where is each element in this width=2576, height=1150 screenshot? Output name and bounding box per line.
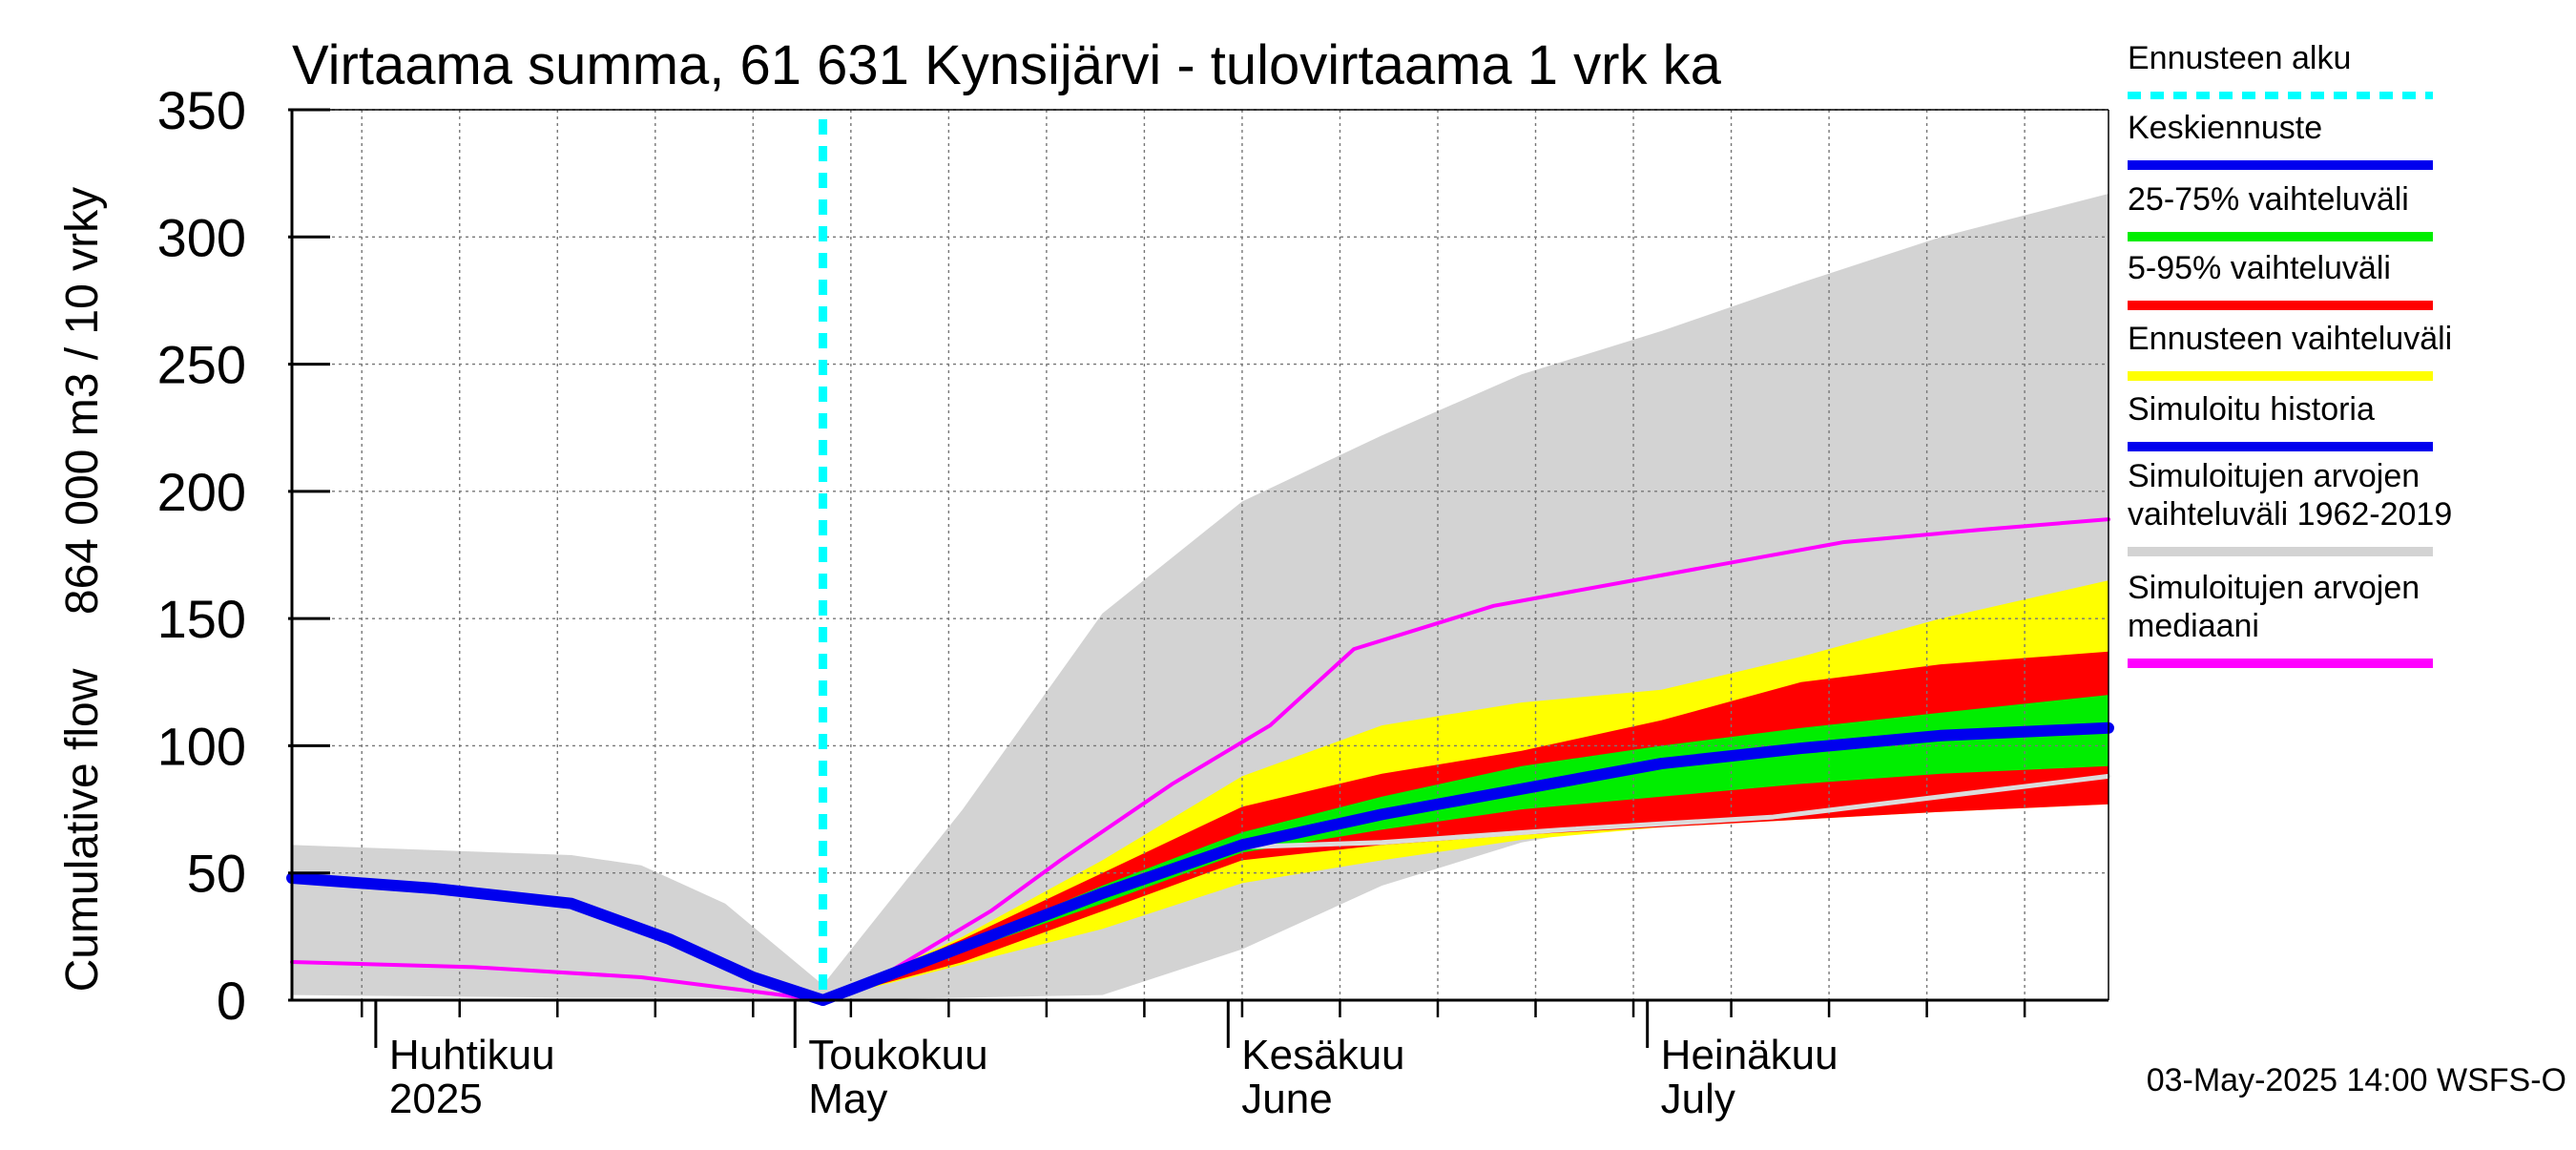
- mean-forecast-line: [817, 721, 2114, 1006]
- y-tick-label: 300: [157, 207, 246, 267]
- legend-label: mediaani: [2128, 608, 2259, 644]
- legend-label: 25-75% vaihteluväli: [2128, 181, 2409, 218]
- legend-label: Simuloitujen arvojen: [2128, 570, 2420, 606]
- lines-layer: [286, 119, 2114, 1006]
- y-tick-label: 150: [157, 589, 246, 649]
- chart-title: Virtaama summa, 61 631 Kynsijärvi - tulo…: [292, 34, 1722, 96]
- legend-label: Simuloitu historia: [2128, 391, 2375, 428]
- month-label-fi: Huhtikuu: [389, 1032, 555, 1078]
- y-tick-label: 0: [217, 971, 246, 1031]
- p25-75-band: [822, 695, 2109, 1000]
- month-label-en: 2025: [389, 1076, 483, 1122]
- legend-label: Ennusteen vaihteluväli: [2128, 321, 2452, 357]
- legend-label: Keskiennuste: [2128, 110, 2322, 146]
- y-axis-label: Cumulative flow: [57, 668, 108, 992]
- grid-layer: [292, 109, 2109, 1000]
- legend-label: Simuloitujen arvojen: [2128, 458, 2420, 494]
- legend: Ennusteen alku Keskiennuste 25-75% vaihtel…: [2128, 40, 2452, 668]
- y-tick-label: 350: [157, 80, 246, 140]
- legend-label: 5-95% vaihteluväli: [2128, 250, 2391, 286]
- month-label-fi: Toukokuu: [808, 1032, 987, 1078]
- month-label-en: July: [1661, 1076, 1735, 1122]
- legend-label: Ennusteen alku: [2128, 40, 2351, 76]
- month-label-en: May: [808, 1076, 887, 1122]
- median-forecast-line: [1225, 773, 2111, 850]
- simulated-median-line: [290, 517, 2110, 1002]
- bands-layer: [292, 193, 2109, 1000]
- month-label-fi: Heinäkuu: [1661, 1032, 1839, 1078]
- month-label-fi: Kesäkuu: [1241, 1032, 1404, 1078]
- y-axis-label-units: 864 000 m3 / 10 vrky: [57, 187, 108, 615]
- y-tick-label: 200: [157, 462, 246, 522]
- y-tick-label: 250: [157, 335, 246, 395]
- legend-label: vaihteluväli 1962-2019: [2128, 496, 2452, 533]
- y-tick-label: 50: [187, 844, 246, 904]
- month-label-en: June: [1241, 1076, 1332, 1122]
- simulated-history-line: [286, 872, 829, 1006]
- y-tick-label: 100: [157, 716, 246, 776]
- timestamp-footer: 03-May-2025 14:00 WSFS-O: [2147, 1062, 2566, 1098]
